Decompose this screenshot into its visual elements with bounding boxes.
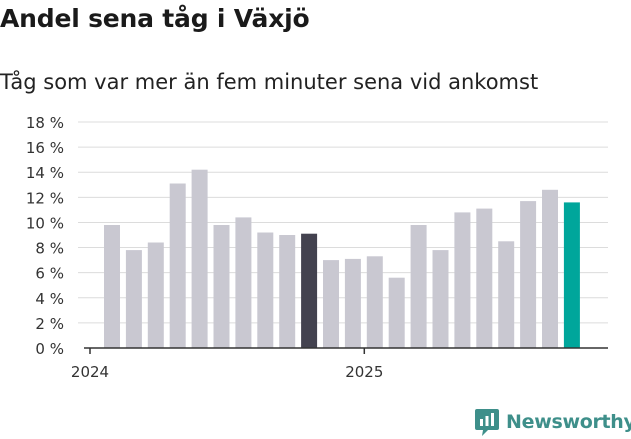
bar bbox=[498, 241, 515, 348]
newsworthy-logo: Newsworthy bbox=[474, 405, 631, 439]
y-tick-label: 4 % bbox=[35, 290, 64, 308]
bar bbox=[257, 232, 274, 348]
y-tick-label: 12 % bbox=[26, 189, 64, 207]
x-tick-label: 2024 bbox=[71, 363, 109, 381]
y-tick-label: 2 % bbox=[35, 315, 64, 333]
bar bbox=[279, 235, 296, 348]
bar bbox=[323, 260, 339, 348]
y-tick-label: 8 % bbox=[35, 240, 64, 258]
y-tick-label: 14 % bbox=[26, 164, 64, 182]
bar bbox=[388, 277, 405, 348]
bar bbox=[520, 201, 537, 348]
y-tick-label: 18 % bbox=[26, 114, 64, 132]
bar bbox=[476, 208, 493, 348]
newsworthy-logo-text: Newsworthy bbox=[506, 411, 631, 433]
bar bbox=[301, 233, 318, 348]
bar bbox=[104, 225, 120, 348]
bar bbox=[432, 250, 449, 348]
bar bbox=[366, 256, 383, 348]
x-tick-label: 2025 bbox=[345, 363, 383, 381]
bar bbox=[344, 258, 361, 348]
bar bbox=[563, 202, 580, 348]
bar bbox=[125, 250, 142, 348]
bar bbox=[235, 217, 252, 348]
bar bbox=[542, 189, 558, 348]
newsworthy-logo-icon bbox=[475, 409, 499, 436]
bar bbox=[169, 183, 186, 348]
bar bbox=[454, 212, 471, 348]
y-tick-label: 16 % bbox=[26, 139, 64, 157]
bar bbox=[213, 225, 230, 348]
y-tick-label: 10 % bbox=[26, 214, 64, 232]
chart-title: Andel sena tåg i Växjö bbox=[0, 4, 310, 33]
bar bbox=[147, 242, 164, 348]
chart-subtitle: Tåg som var mer än fem minuter sena vid … bbox=[0, 70, 539, 94]
bar-chart: 0 % 2 % 4 % 6 % 8 % 10 % 12 % 14 % 16 % 18 % 2024 2… bbox=[26, 114, 608, 381]
bar bbox=[191, 169, 208, 348]
bar bbox=[410, 225, 427, 348]
y-tick-label: 6 % bbox=[35, 265, 64, 283]
y-tick-label: 0 % bbox=[35, 340, 64, 358]
